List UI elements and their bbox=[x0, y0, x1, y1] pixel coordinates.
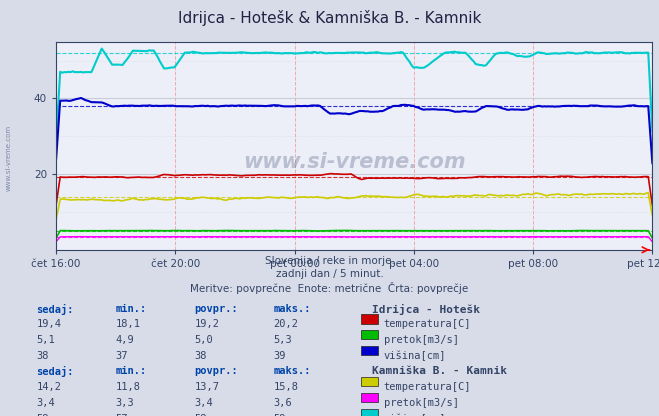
Text: pretok[m3/s]: pretok[m3/s] bbox=[384, 335, 459, 345]
Text: min.:: min.: bbox=[115, 304, 146, 314]
Text: pretok[m3/s]: pretok[m3/s] bbox=[384, 398, 459, 408]
Text: Meritve: povprečne  Enote: metrične  Črta: povprečje: Meritve: povprečne Enote: metrične Črta:… bbox=[190, 282, 469, 295]
Text: 3,4: 3,4 bbox=[36, 398, 55, 408]
Text: temperatura[C]: temperatura[C] bbox=[384, 382, 471, 392]
Text: 38: 38 bbox=[36, 351, 49, 361]
Text: povpr.:: povpr.: bbox=[194, 304, 238, 314]
Text: 3,3: 3,3 bbox=[115, 398, 134, 408]
Text: sedaj:: sedaj: bbox=[36, 366, 74, 377]
Text: višina[cm]: višina[cm] bbox=[384, 414, 446, 416]
Text: višina[cm]: višina[cm] bbox=[384, 351, 446, 362]
Text: 59: 59 bbox=[273, 414, 286, 416]
Text: 13,7: 13,7 bbox=[194, 382, 219, 392]
Text: 3,4: 3,4 bbox=[194, 398, 213, 408]
Text: Kamniška B. - Kamnik: Kamniška B. - Kamnik bbox=[372, 366, 507, 376]
Text: 3,6: 3,6 bbox=[273, 398, 292, 408]
Text: maks.:: maks.: bbox=[273, 304, 311, 314]
Text: Idrijca - Hotešk: Idrijca - Hotešk bbox=[372, 304, 480, 315]
Text: 4,9: 4,9 bbox=[115, 335, 134, 345]
Text: 18,1: 18,1 bbox=[115, 319, 140, 329]
Text: 5,0: 5,0 bbox=[194, 335, 213, 345]
Text: 20,2: 20,2 bbox=[273, 319, 299, 329]
Text: 39: 39 bbox=[273, 351, 286, 361]
Text: zadnji dan / 5 minut.: zadnji dan / 5 minut. bbox=[275, 269, 384, 279]
Text: sedaj:: sedaj: bbox=[36, 304, 74, 315]
Text: www.si-vreme.com: www.si-vreme.com bbox=[5, 125, 11, 191]
Text: 57: 57 bbox=[115, 414, 128, 416]
Text: 15,8: 15,8 bbox=[273, 382, 299, 392]
Text: 19,2: 19,2 bbox=[194, 319, 219, 329]
Text: 14,2: 14,2 bbox=[36, 382, 61, 392]
Text: 37: 37 bbox=[115, 351, 128, 361]
Text: 38: 38 bbox=[194, 351, 207, 361]
Text: povpr.:: povpr.: bbox=[194, 366, 238, 376]
Text: 19,4: 19,4 bbox=[36, 319, 61, 329]
Text: min.:: min.: bbox=[115, 366, 146, 376]
Text: Slovenija / reke in morje.: Slovenija / reke in morje. bbox=[264, 256, 395, 266]
Text: www.si-vreme.com: www.si-vreme.com bbox=[243, 152, 465, 172]
Text: Idrijca - Hotešk & Kamniška B. - Kamnik: Idrijca - Hotešk & Kamniška B. - Kamnik bbox=[178, 10, 481, 26]
Text: 58: 58 bbox=[194, 414, 207, 416]
Text: temperatura[C]: temperatura[C] bbox=[384, 319, 471, 329]
Text: 11,8: 11,8 bbox=[115, 382, 140, 392]
Text: 5,3: 5,3 bbox=[273, 335, 292, 345]
Text: maks.:: maks.: bbox=[273, 366, 311, 376]
Text: 58: 58 bbox=[36, 414, 49, 416]
Text: 5,1: 5,1 bbox=[36, 335, 55, 345]
